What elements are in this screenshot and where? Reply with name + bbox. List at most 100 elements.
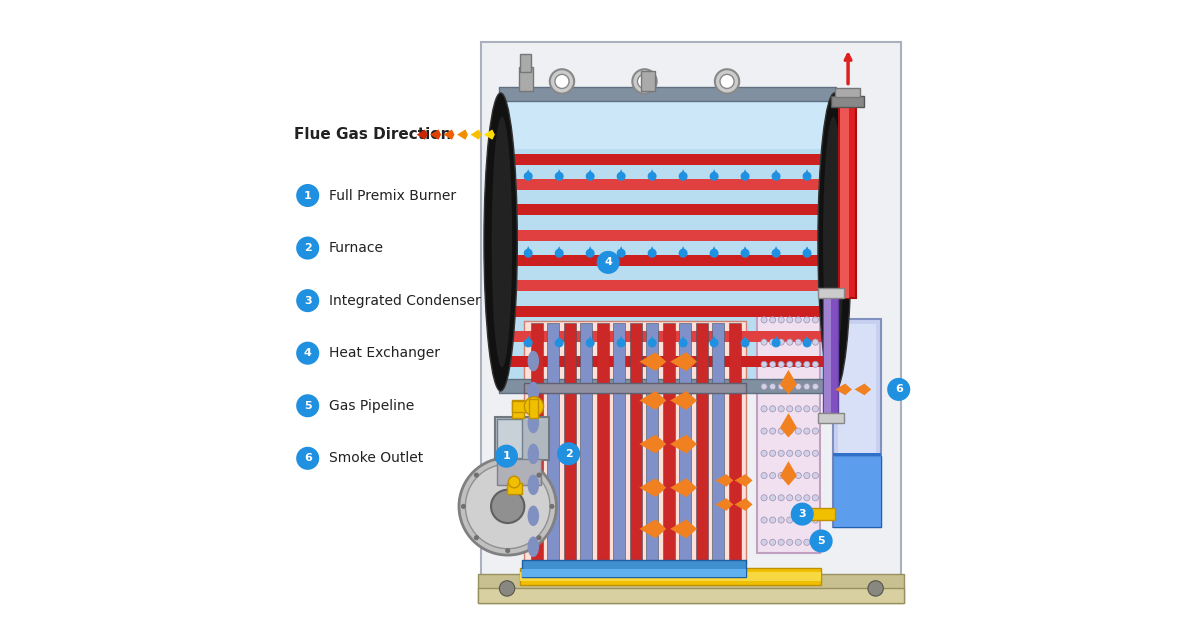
Ellipse shape: [528, 413, 539, 433]
Circle shape: [679, 172, 688, 181]
Circle shape: [550, 504, 554, 509]
Circle shape: [509, 476, 520, 488]
Ellipse shape: [528, 382, 539, 403]
Polygon shape: [742, 336, 749, 343]
Circle shape: [796, 539, 802, 545]
Bar: [696, 323, 708, 560]
Circle shape: [812, 450, 818, 456]
Bar: [520, 572, 821, 581]
Circle shape: [791, 503, 814, 526]
Circle shape: [637, 74, 652, 88]
Circle shape: [804, 495, 810, 501]
Circle shape: [554, 74, 569, 88]
Circle shape: [787, 428, 793, 434]
Bar: [511, 400, 524, 418]
Polygon shape: [780, 413, 797, 437]
Circle shape: [787, 472, 793, 479]
Polygon shape: [715, 474, 733, 487]
Circle shape: [769, 339, 775, 345]
Polygon shape: [780, 370, 797, 394]
Circle shape: [554, 172, 564, 181]
Circle shape: [505, 460, 510, 465]
Bar: [530, 323, 542, 560]
Circle shape: [491, 490, 524, 523]
Circle shape: [740, 172, 750, 181]
Circle shape: [787, 339, 793, 345]
Bar: [524, 320, 745, 563]
Bar: [520, 568, 821, 585]
Circle shape: [505, 548, 510, 553]
Circle shape: [812, 317, 818, 323]
Polygon shape: [649, 336, 655, 343]
Circle shape: [787, 539, 793, 545]
Text: Gas Pipeline: Gas Pipeline: [329, 399, 414, 413]
Bar: [713, 323, 725, 560]
Circle shape: [499, 581, 515, 596]
Text: 1: 1: [503, 451, 510, 461]
Circle shape: [554, 338, 564, 347]
Circle shape: [761, 517, 767, 523]
Circle shape: [812, 428, 818, 434]
Circle shape: [617, 338, 625, 347]
Circle shape: [812, 406, 818, 412]
Bar: [838, 324, 876, 522]
Bar: [505, 204, 829, 215]
Circle shape: [804, 383, 810, 390]
Polygon shape: [618, 336, 624, 343]
Text: 3: 3: [798, 509, 806, 519]
Bar: [498, 459, 541, 485]
Polygon shape: [640, 353, 666, 371]
Circle shape: [787, 317, 793, 323]
Circle shape: [769, 383, 775, 390]
Text: Smoke Outlet: Smoke Outlet: [329, 451, 424, 465]
Polygon shape: [804, 169, 810, 176]
Circle shape: [536, 472, 541, 478]
Circle shape: [458, 458, 557, 555]
Polygon shape: [587, 169, 593, 176]
Polygon shape: [430, 129, 442, 140]
Polygon shape: [587, 336, 593, 343]
Bar: [505, 154, 829, 165]
Circle shape: [778, 362, 785, 367]
Bar: [833, 453, 881, 456]
Circle shape: [740, 249, 750, 258]
Polygon shape: [484, 129, 494, 140]
Circle shape: [812, 472, 818, 479]
Circle shape: [761, 317, 767, 323]
Text: Full Premix Burner: Full Premix Burner: [329, 188, 456, 203]
Bar: [662, 323, 674, 560]
Circle shape: [761, 406, 767, 412]
Circle shape: [796, 517, 802, 523]
Polygon shape: [640, 519, 666, 538]
Polygon shape: [680, 336, 686, 343]
Circle shape: [810, 529, 833, 553]
Text: KERUI: KERUI: [553, 337, 800, 406]
Circle shape: [769, 517, 775, 523]
Bar: [728, 323, 740, 560]
Polygon shape: [618, 169, 624, 176]
Bar: [522, 560, 745, 577]
Polygon shape: [416, 129, 427, 140]
Circle shape: [772, 172, 780, 181]
Bar: [630, 323, 642, 560]
Circle shape: [812, 495, 818, 501]
Bar: [503, 96, 833, 149]
Polygon shape: [649, 169, 655, 176]
Text: 3: 3: [304, 296, 312, 306]
Circle shape: [769, 495, 775, 501]
Polygon shape: [680, 169, 686, 176]
Polygon shape: [670, 391, 697, 410]
Circle shape: [296, 342, 319, 365]
Bar: [505, 229, 829, 240]
Circle shape: [796, 317, 802, 323]
Text: 4: 4: [304, 348, 312, 358]
Circle shape: [761, 339, 767, 345]
Bar: [508, 483, 522, 494]
Polygon shape: [556, 169, 563, 176]
Circle shape: [772, 249, 780, 258]
Bar: [596, 323, 608, 560]
Text: 2: 2: [565, 449, 572, 459]
Ellipse shape: [818, 93, 851, 391]
Circle shape: [787, 450, 793, 456]
Polygon shape: [556, 336, 563, 343]
